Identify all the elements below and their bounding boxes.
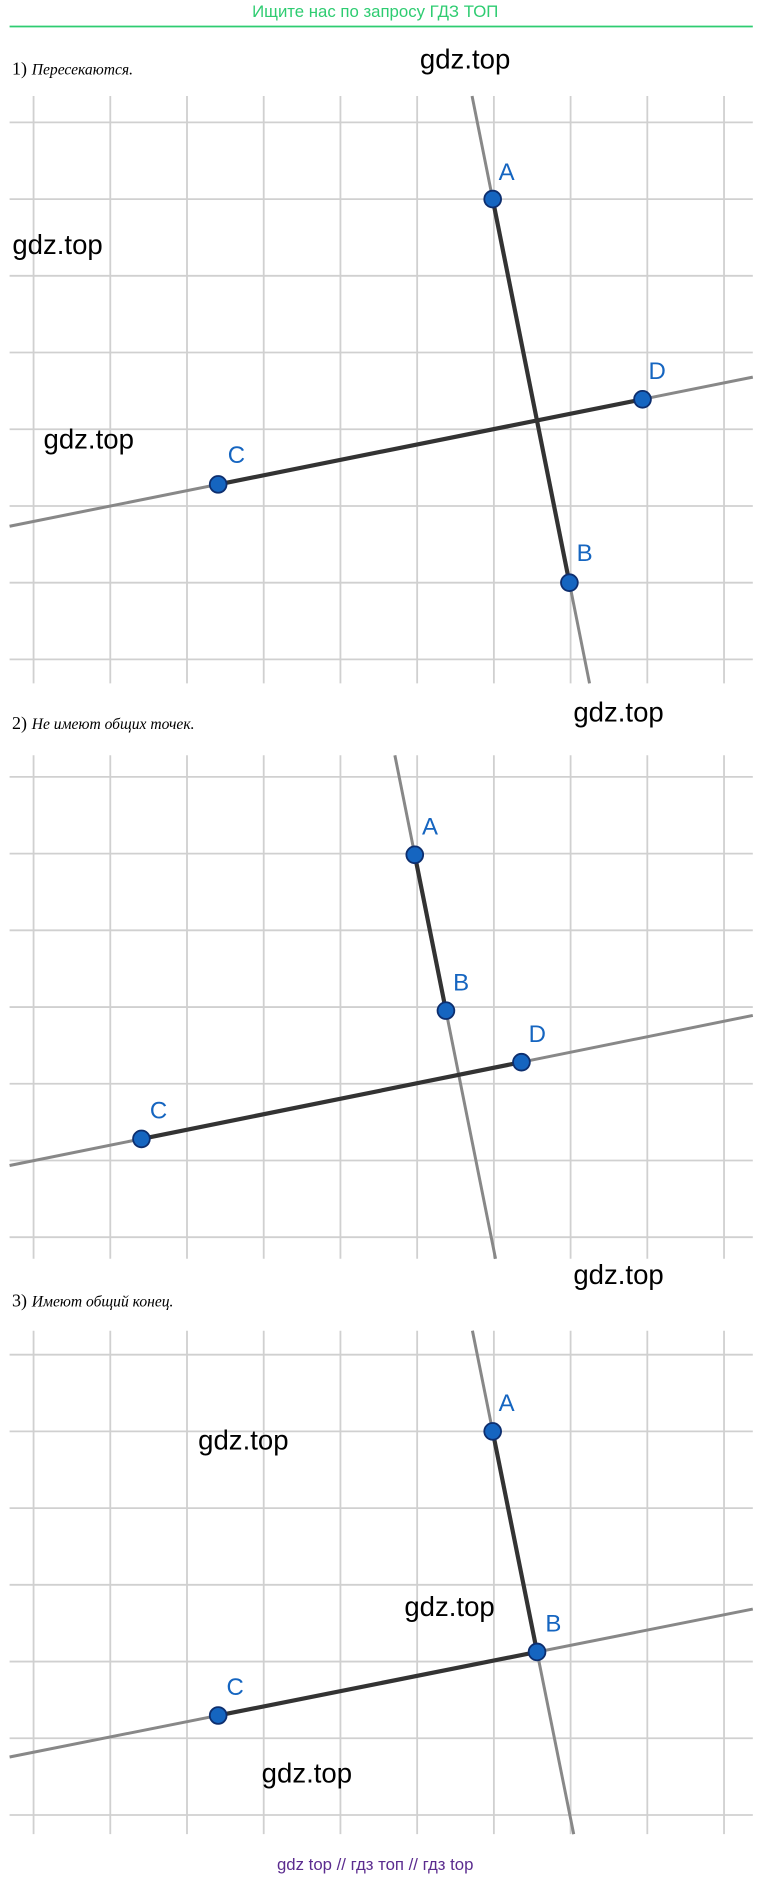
watermark: gdz.top bbox=[12, 229, 102, 260]
point-label: B bbox=[577, 540, 593, 567]
watermark: gdz.top bbox=[420, 43, 510, 74]
point-label: B bbox=[453, 969, 469, 996]
watermark: gdz.top bbox=[573, 1259, 663, 1290]
point-label: C bbox=[228, 442, 245, 469]
point-label: D bbox=[529, 1021, 546, 1048]
point bbox=[512, 1052, 531, 1072]
point bbox=[132, 1129, 151, 1149]
item-caption: 2) Не имеют общих точек. bbox=[12, 713, 195, 734]
item-caption: 1) Пересекаются. bbox=[12, 58, 133, 79]
point bbox=[527, 1642, 547, 1662]
segment-ab bbox=[412, 854, 448, 1012]
point-label: A bbox=[499, 1390, 515, 1417]
point bbox=[483, 189, 502, 209]
point bbox=[405, 845, 425, 865]
grid bbox=[9, 755, 753, 1259]
point-label: D bbox=[649, 358, 666, 385]
segment-ab bbox=[490, 1430, 540, 1653]
item-caption: 3) Имеют общий конец. bbox=[12, 1291, 173, 1312]
point bbox=[208, 1706, 228, 1725]
header-title: Ищите нас по запросу ГДЗ ТОП bbox=[252, 2, 498, 21]
watermark: gdz.top bbox=[573, 697, 663, 728]
segment-cd bbox=[141, 1060, 522, 1141]
segment-ab bbox=[490, 198, 572, 584]
segment-cd bbox=[217, 397, 643, 487]
point-label: C bbox=[150, 1098, 167, 1125]
watermark: gdz.top bbox=[43, 423, 133, 454]
grid bbox=[9, 1330, 753, 1835]
point bbox=[483, 1422, 502, 1441]
point-label: C bbox=[227, 1674, 244, 1701]
watermark: gdz.top bbox=[262, 1758, 352, 1789]
footer: gdz top // гдз топ // гдз top bbox=[277, 1855, 473, 1874]
watermark: gdz.top bbox=[404, 1591, 494, 1622]
point-label: A bbox=[422, 813, 438, 840]
point-label: B bbox=[545, 1611, 561, 1638]
point bbox=[560, 573, 579, 592]
point bbox=[436, 1001, 456, 1020]
point bbox=[208, 475, 228, 494]
point bbox=[633, 389, 652, 409]
grid bbox=[9, 95, 753, 684]
segment-cb bbox=[217, 1649, 538, 1718]
watermark: gdz.top bbox=[198, 1424, 288, 1455]
point-label: A bbox=[499, 159, 515, 186]
